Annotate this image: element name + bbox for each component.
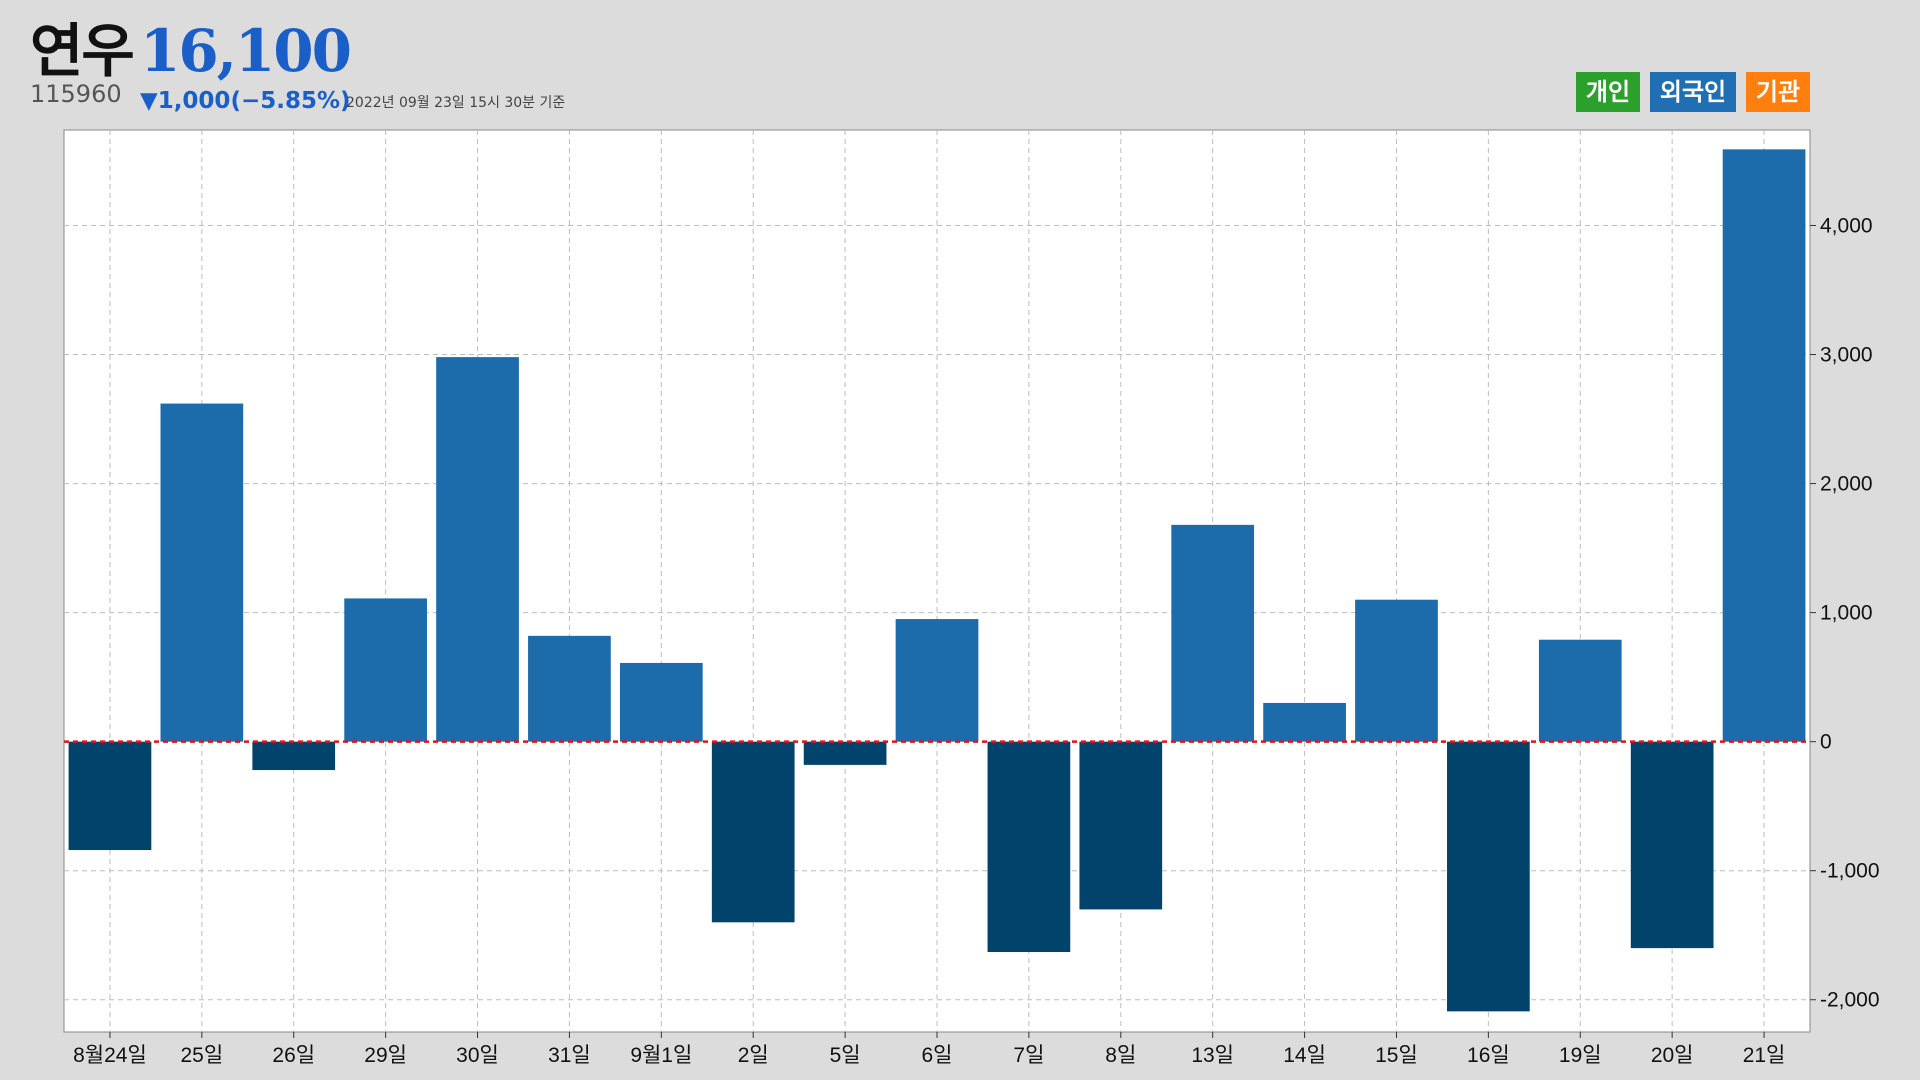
x-tick-label: 20일 [1651,1044,1694,1067]
bar [1630,741,1714,949]
y-tick-label: 4,000 [1820,214,1873,237]
bar [1263,702,1346,742]
x-tick-label: 15일 [1375,1044,1418,1067]
bar [252,741,336,771]
y-tick-label: -2,000 [1820,989,1880,1012]
bar [619,662,703,742]
x-tick-label: 14일 [1283,1044,1326,1067]
x-tick-label: 30일 [456,1044,499,1067]
x-tick-label: 6일 [922,1044,953,1067]
x-tick-label: 8월24일 [73,1044,147,1067]
x-tick-label: 5일 [830,1044,861,1067]
x-tick-label: 16일 [1467,1044,1510,1067]
stock-name: 연우 [30,17,135,85]
bar [1355,599,1438,742]
bar [1079,741,1163,910]
stock-price: 16,100 [140,17,352,85]
x-tick-label: 2일 [738,1044,769,1067]
y-tick-label: -1,000 [1820,860,1880,883]
y-tick-label: 2,000 [1820,473,1873,496]
bar [344,598,427,742]
legend-institution-button[interactable]: 기관 [1746,72,1810,112]
y-tick-label: 1,000 [1820,602,1873,625]
x-tick-label: 26일 [272,1044,315,1067]
x-tick-label: 21일 [1743,1044,1786,1067]
x-tick-label: 7일 [1013,1044,1044,1067]
x-tick-label: 31일 [548,1044,591,1067]
bar [987,741,1071,952]
price-change: ▼1,000(−5.85%) [140,88,351,114]
y-tick-label: 3,000 [1820,344,1873,367]
y-tick-label: 0 [1820,731,1832,754]
x-tick-label: 13일 [1191,1044,1234,1067]
x-tick-label: 9월1일 [630,1044,692,1067]
bar [528,635,611,742]
bar [436,357,519,742]
bar [711,741,795,923]
stock-code: 115960 [30,80,122,108]
x-tick-label: 8일 [1105,1044,1136,1067]
legend-foreign-button[interactable]: 외국인 [1650,72,1736,112]
bar [160,403,244,742]
x-tick-label: 19일 [1559,1044,1602,1067]
bar [895,619,979,742]
timestamp: 2022년 09월 23일 15시 30분 기준 [346,95,566,111]
bar [1171,524,1255,742]
bar [1447,741,1530,1012]
bar [68,741,152,851]
bar [1538,639,1622,742]
x-tick-label: 29일 [364,1044,407,1067]
x-tick-label: 25일 [180,1044,223,1067]
bar [803,741,887,765]
legend: 개인 외국인 기관 [1576,72,1810,112]
bar [1722,149,1806,742]
legend-individual-button[interactable]: 개인 [1576,72,1640,112]
